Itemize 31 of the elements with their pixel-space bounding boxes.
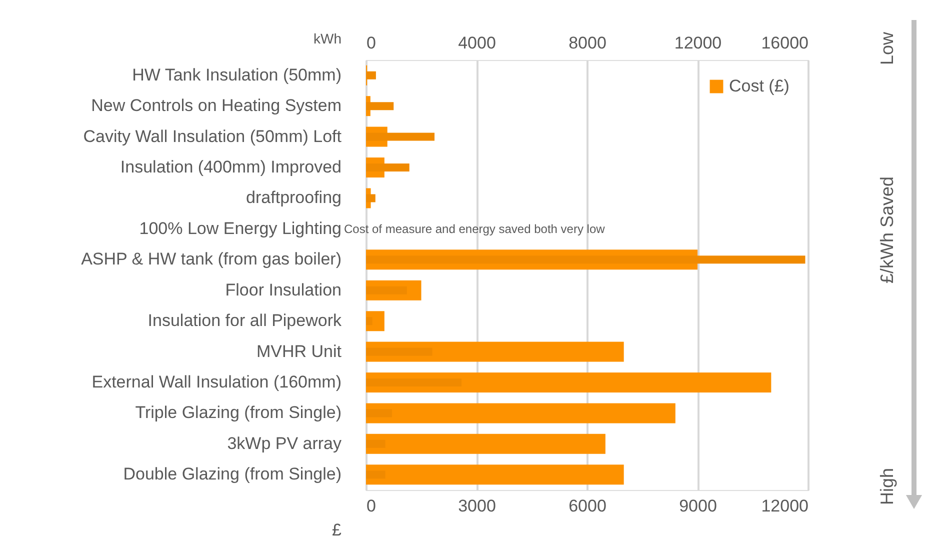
y-tick-label: MVHR Unit [256, 342, 342, 361]
x-tick-label: 12000 [761, 496, 808, 516]
x-axis-title: £ [332, 520, 342, 539]
x2-axis-title: kWh [314, 30, 342, 46]
legend-label: Cost (£) [729, 76, 790, 96]
x-tick-label: 3000 [458, 496, 496, 516]
x2-tick-label: 4000 [458, 34, 496, 52]
x2-tick-label: 16000 [761, 34, 808, 52]
y-tick-label: Triple Glazing (from Single) [135, 403, 342, 422]
y-tick-label: Cavity Wall Insulation (50mm) Loft [83, 126, 342, 146]
x2-tick-label: 8000 [568, 34, 606, 52]
x2-tick-label: 0 [366, 34, 376, 52]
text: Low [877, 31, 897, 66]
y-tick-label: New Controls on Heating System [91, 96, 342, 116]
x2-tick-label: 12000 [674, 34, 722, 52]
y-tick-label: External Wall Insulation (160mm) [92, 372, 342, 392]
y-tick-label: Insulation for all Pipework [148, 311, 342, 330]
text: £/kWh Saved [877, 176, 897, 284]
y-tick-label: Double Glazing (from Single) [123, 464, 342, 484]
x-tick-label: 0 [366, 496, 376, 516]
x-tick-label: 6000 [568, 496, 606, 516]
y-tick-label: HW Tank Insulation (50mm) [132, 65, 342, 84]
y-tick-label: Floor Insulation [225, 280, 342, 300]
text: High [877, 468, 897, 505]
annotation: Cost of measure and energy saved both very low [344, 222, 606, 236]
y-tick-label: 3kWp PV array [227, 434, 342, 453]
x-tick-label: 9000 [679, 496, 717, 516]
y-tick-label: draftproofing [246, 188, 342, 208]
y-tick-label: 100% Low Energy Lighting [139, 218, 342, 238]
y-tick-label: Insulation (400mm) Improved [120, 158, 342, 176]
y-tick-label: ASHP & HW tank (from gas boiler) [81, 250, 342, 269]
